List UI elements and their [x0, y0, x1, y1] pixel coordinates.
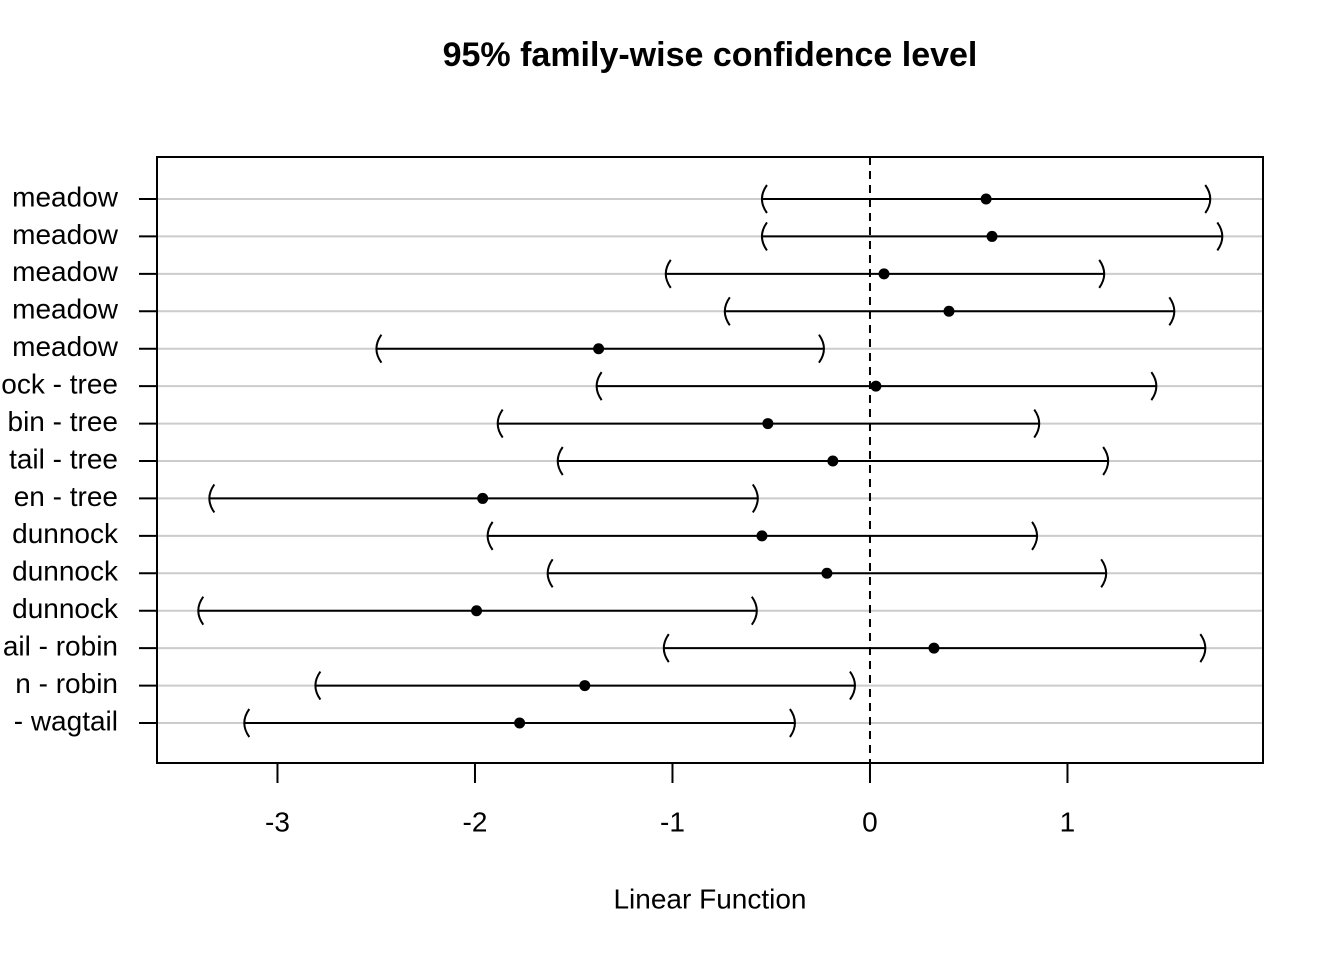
y-tick-label: dunnock: [12, 593, 119, 624]
y-tick-label: dunnock: [12, 518, 119, 549]
y-tick-label: meadow: [12, 181, 119, 212]
lower-bracket: [662, 633, 670, 663]
lower-bracket: [375, 334, 383, 364]
lower-bracket: [208, 483, 216, 514]
y-tick-label: ock - tree: [1, 369, 118, 400]
lower-bracket: [723, 296, 731, 326]
lower-bracket: [486, 521, 494, 551]
y-tick-label: meadow: [12, 256, 119, 287]
plot-frame: [156, 156, 1264, 764]
upper-bracket: [1150, 371, 1158, 401]
upper-bracket: [849, 670, 856, 701]
estimate-point: [870, 380, 882, 392]
lower-bracket: [664, 259, 672, 289]
upper-bracket: [1033, 408, 1041, 439]
y-tick-label: meadow: [12, 331, 119, 362]
estimate-point: [477, 492, 489, 504]
x-tick-label: 1: [1060, 806, 1076, 837]
estimate-point: [821, 567, 833, 579]
estimate-point: [986, 230, 998, 242]
lower-bracket: [760, 221, 768, 252]
lower-bracket: [595, 371, 603, 401]
lower-bracket: [197, 596, 205, 626]
upper-bracket: [1102, 446, 1110, 476]
estimate-point: [980, 193, 992, 205]
lower-bracket: [760, 184, 768, 214]
estimate-point: [943, 305, 955, 317]
upper-bracket: [789, 708, 796, 738]
y-tick-label: - wagtail: [14, 705, 118, 736]
upper-bracket: [1100, 558, 1108, 588]
y-tick-label: en - tree: [14, 481, 118, 512]
upper-bracket: [750, 596, 758, 626]
estimate-point: [928, 642, 940, 654]
estimate-point: [593, 343, 605, 355]
y-tick-label: n - robin: [15, 668, 118, 699]
x-tick-label: -1: [660, 806, 685, 837]
estimate-point: [827, 455, 839, 467]
x-axis-label: Linear Function: [613, 883, 806, 914]
estimate-point: [471, 605, 483, 617]
y-tick-label: dunnock: [12, 556, 119, 587]
lower-bracket: [556, 446, 564, 476]
lower-bracket: [496, 408, 504, 439]
chart-title: 95% family-wise confidence level: [443, 36, 978, 74]
upper-bracket: [1199, 633, 1207, 663]
x-tick-label: 0: [862, 806, 878, 837]
lower-bracket: [243, 708, 251, 738]
upper-bracket: [1098, 259, 1106, 289]
y-tick-label: meadow: [12, 294, 119, 325]
estimate-point: [878, 268, 890, 280]
upper-bracket: [1168, 296, 1176, 326]
upper-bracket: [1031, 521, 1039, 551]
estimate-point: [579, 680, 591, 692]
y-tick-label: meadow: [12, 219, 119, 250]
estimate-point: [514, 717, 526, 729]
x-tick-label: -2: [463, 806, 488, 837]
y-tick-label: bin - tree: [8, 406, 119, 437]
lower-bracket: [314, 670, 322, 701]
upper-bracket: [1204, 184, 1212, 214]
estimate-point: [762, 418, 774, 430]
y-tick-label: tail - tree: [9, 443, 118, 474]
estimate-point: [756, 530, 768, 542]
upper-bracket: [818, 334, 825, 364]
upper-bracket: [1216, 221, 1224, 252]
x-tick-label: -3: [265, 806, 290, 837]
upper-bracket: [751, 483, 759, 514]
y-tick-label: ail - robin: [3, 631, 118, 662]
lower-bracket: [546, 558, 554, 588]
